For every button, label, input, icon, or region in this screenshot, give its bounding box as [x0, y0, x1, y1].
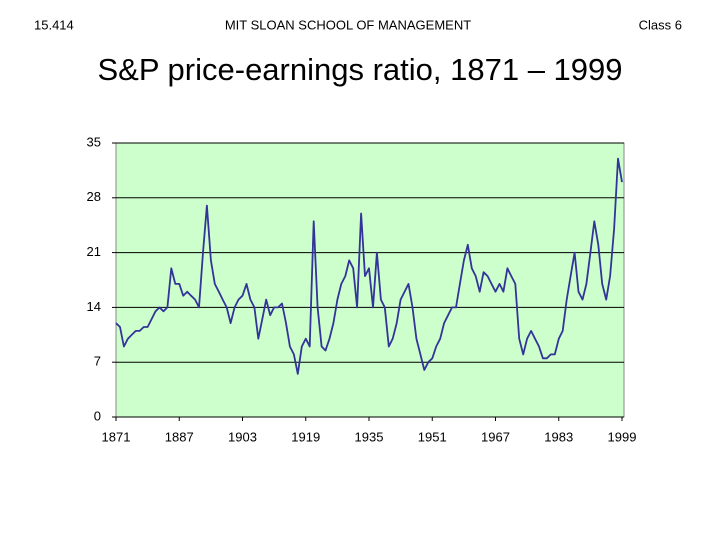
x-tick-label: 1967	[481, 429, 510, 444]
school-name: MIT SLOAN SCHOOL OF MANAGEMENT	[225, 17, 471, 32]
chart-title: S&P price-earnings ratio, 1871 – 1999	[97, 52, 622, 87]
y-tick-label: 35	[87, 134, 101, 149]
y-tick-label: 21	[87, 244, 101, 259]
x-tick-label: 1935	[355, 429, 384, 444]
x-tick-label: 1887	[165, 429, 194, 444]
x-tick-label: 1903	[228, 429, 257, 444]
y-tick-label: 7	[94, 354, 101, 369]
x-tick-label: 1919	[291, 429, 320, 444]
y-tick-label: 28	[87, 189, 101, 204]
course-number: 15.414	[34, 17, 74, 32]
x-tick-label: 1951	[418, 429, 447, 444]
class-label: Class 6	[639, 17, 682, 32]
x-tick-label: 1871	[102, 429, 131, 444]
y-tick-label: 0	[94, 408, 101, 423]
pe-line	[115, 157, 623, 375]
y-tick-label: 14	[87, 299, 101, 314]
x-tick-label: 1999	[608, 429, 637, 444]
x-tick-label: 1983	[544, 429, 573, 444]
